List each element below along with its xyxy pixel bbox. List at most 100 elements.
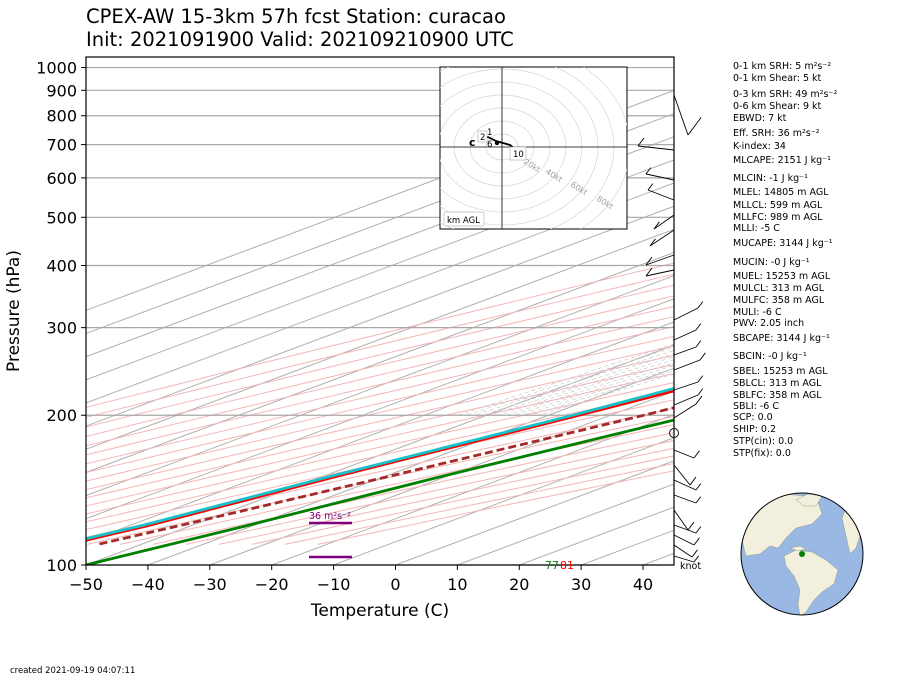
index-line: MLLI: -5 C bbox=[733, 223, 780, 234]
wind-barb-flag bbox=[687, 521, 695, 531]
wind-barb-flag bbox=[697, 301, 704, 309]
y-tick-label: 200 bbox=[46, 406, 77, 425]
y-axis-label: Pressure (hPa) bbox=[4, 250, 24, 372]
chart-title-line2: Init: 2021091900 Valid: 202109210900 UTC bbox=[86, 28, 514, 51]
y-tick-label: 900 bbox=[46, 81, 77, 100]
surface-dewpoint-label: 77 bbox=[545, 559, 559, 572]
dry-adiabat bbox=[86, 316, 674, 456]
wind-barb-flag bbox=[695, 340, 702, 348]
isotherm-line bbox=[86, 136, 674, 358]
wind-barb-staff bbox=[673, 534, 695, 546]
effective-srh-label: 36 m²s⁻² bbox=[309, 511, 351, 522]
isotherm-line bbox=[271, 414, 674, 565]
index-line: MULI: -6 C bbox=[733, 307, 782, 318]
wind-barb-flag bbox=[699, 352, 706, 361]
x-tick-label: 10 bbox=[447, 575, 467, 594]
isotherm-line bbox=[86, 205, 674, 427]
dry-adiabat bbox=[86, 295, 674, 437]
wind-barbs bbox=[637, 94, 706, 563]
index-line: STP(cin): 0.0 bbox=[733, 436, 793, 447]
index-line: MLEL: 14805 m AGL bbox=[733, 187, 829, 198]
wind-barb-flag bbox=[645, 267, 653, 277]
index-line: MLLFC: 989 m AGL bbox=[733, 212, 823, 223]
wind-barb-staff bbox=[673, 307, 699, 321]
station-marker bbox=[799, 551, 805, 557]
isotherm-line bbox=[86, 89, 674, 311]
wind-barb-staff bbox=[673, 509, 689, 531]
x-tick-label: 20 bbox=[509, 575, 529, 594]
wind-barb-staff bbox=[673, 346, 697, 356]
wind-barb-staff bbox=[673, 449, 695, 459]
index-line: SHIP: 0.2 bbox=[733, 424, 776, 435]
y-tick-label: 1000 bbox=[36, 59, 77, 78]
index-line: MLCIN: -1 J kg⁻¹ bbox=[733, 173, 808, 184]
wind-barb-flag bbox=[689, 476, 697, 486]
y-tick-label: 400 bbox=[46, 256, 77, 275]
isotherm-line bbox=[86, 182, 674, 404]
index-line: 0-1 km SRH: 5 m²s⁻² bbox=[733, 61, 831, 72]
dry-adiabat bbox=[86, 273, 674, 418]
hodograph-inset: 20kt 40kt 60kt 80kt 2 1 6 10 c km AGL bbox=[439, 66, 628, 230]
wind-barb-staff bbox=[673, 359, 701, 371]
x-tick-label: −10 bbox=[317, 575, 351, 594]
wind-barb-staff bbox=[645, 269, 675, 277]
wind-barb-staff bbox=[673, 403, 697, 419]
index-line: K-index: 34 bbox=[733, 141, 786, 152]
y-tick-label: 800 bbox=[46, 107, 77, 126]
wind-barb-flag bbox=[695, 496, 702, 504]
hodograph-height-2: 2 bbox=[480, 133, 485, 143]
wind-barb-flag bbox=[687, 117, 702, 136]
hodograph-height-1: 1 bbox=[487, 128, 492, 138]
index-line: STP(fix): 0.0 bbox=[733, 448, 791, 459]
wind-barb-staff bbox=[673, 544, 693, 558]
y-tick-label: 500 bbox=[46, 208, 77, 227]
dry-adiabat bbox=[86, 284, 674, 428]
wind-barb-flag bbox=[645, 167, 652, 175]
index-line: SBLI: -6 C bbox=[733, 401, 779, 412]
x-tick-label: −50 bbox=[69, 575, 103, 594]
dry-adiabat bbox=[86, 335, 674, 474]
wind-barb-flag bbox=[693, 537, 700, 546]
y-tick-label: 300 bbox=[46, 319, 77, 338]
index-line: MUEL: 15253 m AGL bbox=[733, 271, 831, 282]
wind-barb-flag bbox=[695, 483, 702, 491]
wind-barb-staff bbox=[673, 555, 695, 563]
wind-barb-flag bbox=[647, 183, 654, 191]
wind-barb-flag bbox=[697, 388, 704, 396]
index-line: SBLFC: 358 m AGL bbox=[733, 390, 822, 401]
hodograph-start-marker: c bbox=[469, 136, 476, 149]
wind-barb-flag bbox=[693, 450, 700, 459]
wind-barb-staff bbox=[653, 214, 675, 230]
wind-barb-staff bbox=[673, 329, 697, 341]
dry-adiabat bbox=[86, 262, 674, 408]
wind-unit-label: knot bbox=[680, 561, 701, 572]
index-line: MULCL: 313 m AGL bbox=[733, 283, 825, 294]
x-tick-label: 30 bbox=[571, 575, 591, 594]
profile-series bbox=[86, 386, 674, 565]
index-line: SBEL: 15253 m AGL bbox=[733, 366, 828, 377]
index-line: Eff. SRH: 36 m²s⁻² bbox=[733, 128, 820, 139]
y-tick-label: 100 bbox=[46, 556, 77, 575]
wind-barb-flag bbox=[693, 555, 700, 563]
wind-barb-staff bbox=[647, 189, 675, 201]
wind-barb-flag bbox=[691, 549, 698, 558]
dry-adiabat bbox=[86, 326, 674, 465]
x-tick-label: 0 bbox=[390, 575, 400, 594]
chart-title-line1: CPEX-AW 15-3km 57h fcst Station: curacao bbox=[86, 5, 506, 28]
wind-barb-flag bbox=[695, 526, 702, 534]
plot-frame bbox=[85, 56, 675, 566]
wind-barb-staff bbox=[673, 494, 697, 504]
wind-barb-staff bbox=[673, 464, 691, 486]
x-axis-ticks: −50 −40 −30 −20 −10 0 10 20 30 40 bbox=[69, 565, 653, 594]
wind-barb-staff bbox=[673, 479, 697, 491]
isotherm-line bbox=[209, 390, 674, 565]
wind-barb-staff bbox=[649, 229, 675, 247]
sounding-indices: 0-1 km SRH: 5 m²s⁻²0-1 km Shear: 5 kt 0-3… bbox=[733, 61, 837, 459]
x-axis-label: Temperature (C) bbox=[310, 601, 449, 621]
calm-wind-marker bbox=[669, 428, 679, 438]
isotherm-line bbox=[395, 460, 674, 565]
hodograph-height-10: 10 bbox=[513, 150, 524, 160]
isotherm-line bbox=[86, 228, 674, 450]
hodograph-height-6: 6 bbox=[487, 140, 492, 150]
wind-barb-flag bbox=[695, 395, 703, 405]
